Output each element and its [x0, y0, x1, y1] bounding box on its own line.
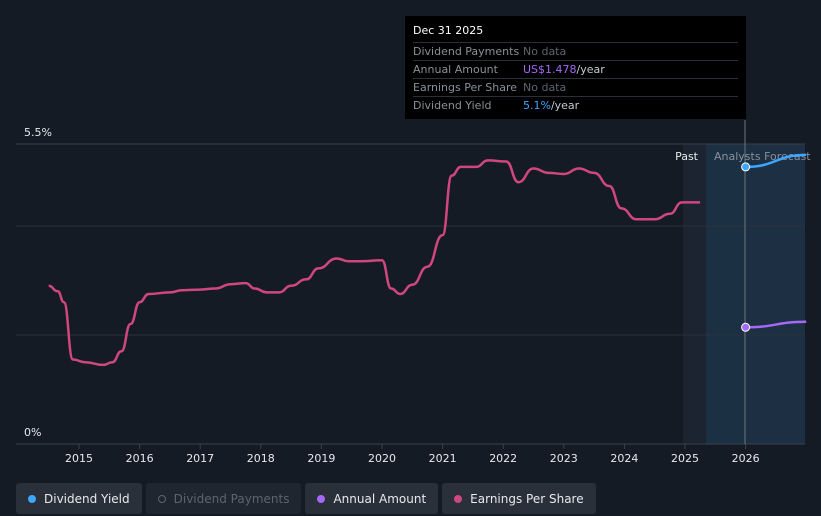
- legend-label: Annual Amount: [333, 491, 427, 506]
- series-line-annual-amount: [745, 320, 807, 329]
- x-tick-label: 2015: [65, 452, 93, 465]
- tooltip-row-dividend-payments: Dividend Payments No data: [413, 42, 738, 60]
- y-tick-bottom: 0%: [24, 426, 41, 439]
- tooltip-value: 5.1%: [523, 99, 551, 112]
- tooltip-row-dividend-yield: Dividend Yield 5.1%/year: [413, 96, 738, 114]
- tooltip-label: Dividend Payments: [413, 45, 520, 58]
- forecast-shade-region: [706, 144, 805, 444]
- series-point-annual-amount: [741, 322, 751, 332]
- x-tick-label: 2017: [186, 452, 214, 465]
- x-tick-label: 2024: [610, 452, 638, 465]
- legend-dot-icon: [317, 494, 326, 503]
- tooltip-value-wrap: 5.1%/year: [523, 97, 579, 114]
- past-label: Past: [675, 150, 699, 163]
- legend-hollow-dot-icon: [157, 494, 166, 503]
- legend-label: Dividend Payments: [173, 491, 290, 506]
- legend-dot-icon: [454, 494, 463, 503]
- y-tick-top: 5.5%: [24, 126, 52, 139]
- series-line-earnings-per-share: [48, 159, 701, 367]
- legend: Dividend Yield Dividend Payments Annual …: [16, 483, 596, 514]
- tooltip-label: Dividend Yield: [413, 99, 492, 112]
- x-tick-label: 2021: [429, 452, 457, 465]
- legend-label: Dividend Yield: [44, 491, 130, 506]
- tooltip-date: Dec 31 2025: [413, 24, 484, 37]
- tooltip-label: Annual Amount: [413, 63, 498, 76]
- legend-dot-icon: [28, 494, 36, 503]
- tooltip-row-annual-amount: Annual Amount US$1.478/year: [413, 60, 738, 78]
- legend-item-dividend-yield[interactable]: Dividend Yield: [16, 483, 142, 514]
- series-point-dividend-yield: [741, 162, 751, 172]
- x-tick-label: 2018: [247, 452, 275, 465]
- x-tick-label: 2026: [732, 452, 760, 465]
- tooltip-label: Earnings Per Share: [413, 81, 518, 94]
- x-axis-ticks: 2015 2016 2017 2018 2019 2020 2021 2022 2023 2024…: [65, 444, 760, 465]
- legend-item-dividend-payments[interactable]: Dividend Payments: [145, 483, 302, 514]
- x-tick-label: 2019: [307, 452, 335, 465]
- forecast-label: Analysts Forecast: [714, 150, 811, 163]
- tooltip-unit: /year: [550, 99, 580, 112]
- series-layer: [48, 153, 807, 367]
- tooltip-unit: /year: [576, 63, 605, 76]
- x-tick-label: 2023: [550, 452, 578, 465]
- legend-item-annual-amount[interactable]: Annual Amount: [305, 483, 439, 514]
- legend-label: Earnings Per Share: [470, 491, 584, 506]
- tooltip: Dec 31 2025 Dividend Payments No data An…: [405, 16, 746, 119]
- x-tick-label: 2022: [489, 452, 517, 465]
- legend-item-earnings-per-share[interactable]: Earnings Per Share: [442, 483, 596, 514]
- tooltip-value: US$1.478: [523, 63, 577, 76]
- x-tick-label: 2016: [126, 452, 154, 465]
- tooltip-value: No data: [523, 45, 567, 58]
- tooltip-row-eps: Earnings Per Share No data: [413, 78, 738, 96]
- x-tick-label: 2020: [368, 452, 396, 465]
- tooltip-value-wrap: US$1.478/year: [523, 61, 605, 78]
- tooltip-value: No data: [523, 81, 567, 94]
- series-line-dividend-yield: [745, 153, 807, 169]
- x-tick-label: 2025: [671, 452, 699, 465]
